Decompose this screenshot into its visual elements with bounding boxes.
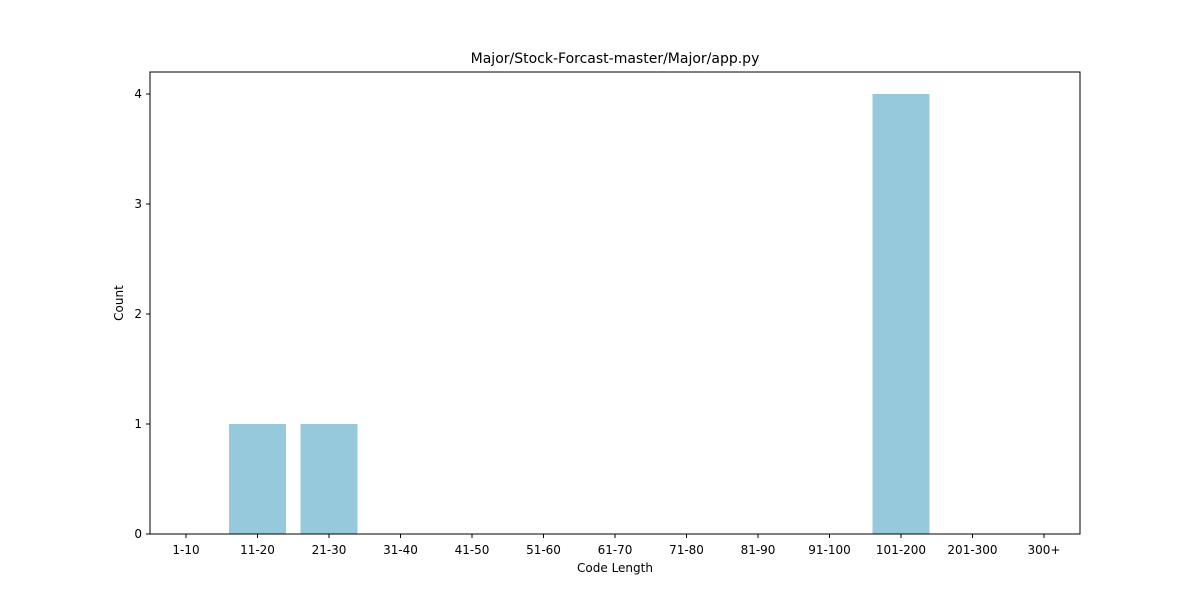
- x-tick-label: 101-200: [876, 543, 926, 557]
- y-axis: 0 1 2 3 4: [134, 87, 150, 541]
- y-tick-label: 0: [134, 527, 142, 541]
- x-axis: 1-10 11-20 21-30 31-40 41-50 51-60 61-70 71-80 8…: [172, 534, 1060, 557]
- bars: [229, 94, 930, 534]
- x-tick-label: 300+: [1028, 543, 1061, 557]
- x-tick-label: 61-70: [598, 543, 633, 557]
- x-tick-label: 41-50: [455, 543, 490, 557]
- x-tick-label: 51-60: [526, 543, 561, 557]
- bar-101-200: [872, 94, 930, 534]
- x-tick-label: 21-30: [312, 543, 347, 557]
- x-axis-label: Code Length: [577, 561, 653, 575]
- y-axis-label: Count: [112, 285, 126, 321]
- y-tick-label: 3: [134, 197, 142, 211]
- y-tick-label: 2: [134, 307, 142, 321]
- x-tick-label: 81-90: [741, 543, 776, 557]
- bar-21-30: [300, 424, 358, 534]
- y-tick-label: 1: [134, 417, 142, 431]
- x-tick-label: 71-80: [669, 543, 704, 557]
- x-tick-label: 91-100: [808, 543, 851, 557]
- chart-title: Major/Stock-Forcast-master/Major/app.py: [471, 51, 760, 67]
- bar-11-20: [229, 424, 286, 534]
- x-tick-label: 1-10: [172, 543, 199, 557]
- y-tick-label: 4: [134, 87, 142, 101]
- x-tick-label: 201-300: [947, 543, 997, 557]
- x-tick-label: 31-40: [383, 543, 418, 557]
- plot-frame: [149, 71, 1081, 535]
- x-tick-label: 11-20: [240, 543, 275, 557]
